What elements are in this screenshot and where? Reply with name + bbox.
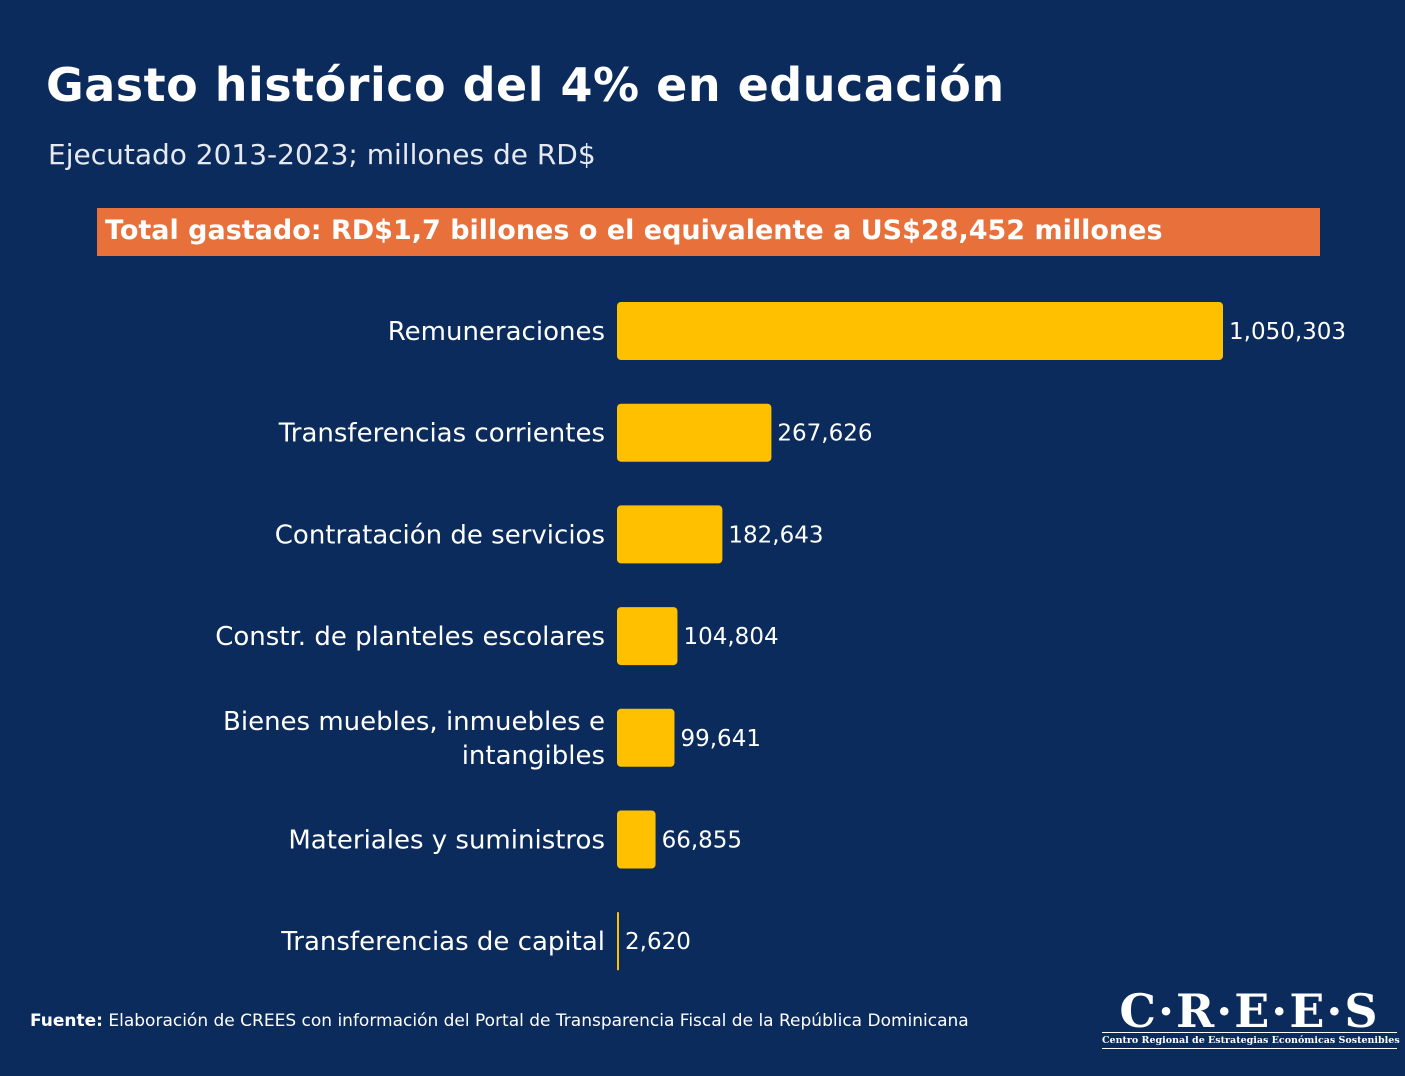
- value-label: 66,855: [662, 828, 742, 854]
- total-banner-text: Total gastado: RD$1,7 billones o el equi…: [105, 215, 1163, 246]
- source-label: Fuente:: [30, 1011, 103, 1031]
- bar: [617, 912, 619, 971]
- chart-subtitle: Ejecutado 2013-2023; millones de RD$: [48, 138, 596, 171]
- chart-title: Gasto histórico del 4% en educación: [46, 58, 1005, 112]
- logo-rule: [1102, 1032, 1397, 1033]
- category-label: Transferencias de capital: [280, 927, 605, 957]
- source-text: Elaboración de CREES con información del…: [108, 1011, 969, 1031]
- bar: [617, 302, 1223, 360]
- category-label: Materiales y suministros: [288, 826, 605, 856]
- bar: [617, 708, 675, 767]
- category-label: Contratación de servicios: [275, 520, 605, 550]
- logo-tagline: Centro Regional de Estrategias Económica…: [1102, 1035, 1400, 1046]
- bar: [617, 505, 723, 564]
- bar: [617, 607, 678, 666]
- logo-rule-bottom: [1102, 1048, 1397, 1049]
- bar: [617, 810, 656, 869]
- logo-wordmark: C·R·E·E·S: [1119, 984, 1380, 1038]
- value-label: 267,626: [777, 421, 872, 447]
- category-label: Bienes muebles, inmuebles e: [223, 707, 605, 737]
- crees-logo: C·R·E·E·S Centro Regional de Estrategias…: [1102, 984, 1400, 1050]
- category-label: Remuneraciones: [388, 317, 605, 347]
- bar: [617, 403, 772, 462]
- value-label: 1,050,303: [1229, 319, 1346, 345]
- category-label: Constr. de planteles escolares: [215, 622, 605, 652]
- value-label: 2,620: [625, 929, 691, 955]
- value-label: 104,804: [683, 624, 778, 650]
- category-label: intangibles: [462, 741, 605, 771]
- category-label: Transferencias corrientes: [278, 419, 605, 449]
- total-banner: Total gastado: RD$1,7 billones o el equi…: [97, 208, 1320, 256]
- value-label: 182,643: [728, 522, 823, 548]
- value-label: 99,641: [680, 726, 760, 752]
- source-note: Fuente: Elaboración de CREES con informa…: [30, 1010, 1040, 1032]
